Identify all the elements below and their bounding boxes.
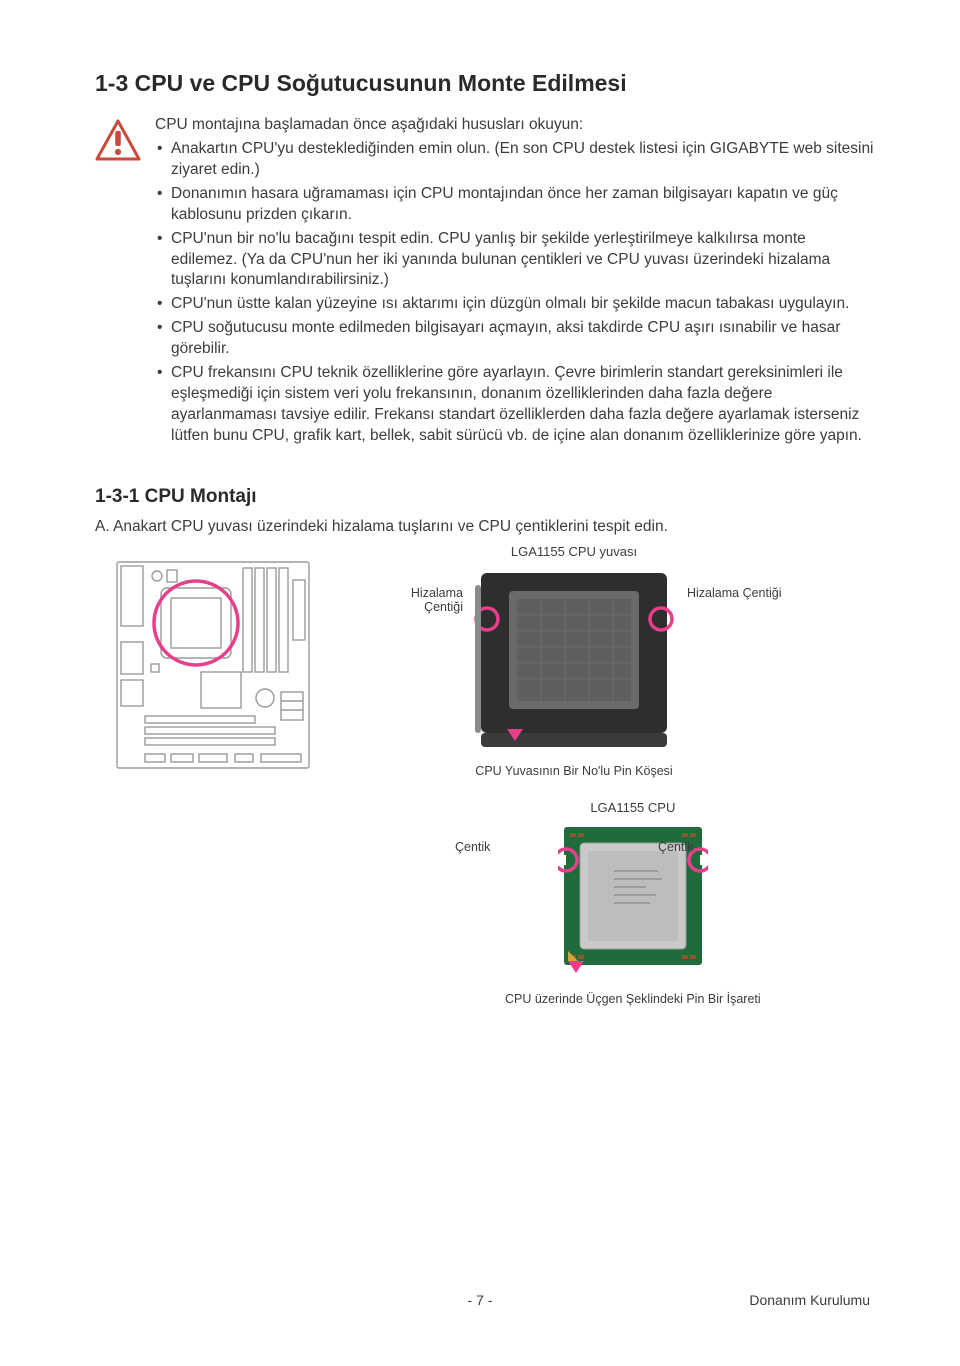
warning-item: CPU soğutucusu monte edilmeden bilgisaya… [171, 318, 875, 360]
socket-title: LGA1155 CPU yuvası [465, 544, 683, 559]
footer-section-name: Donanım Kurulumu [749, 1292, 870, 1308]
cpu-left-label: Çentik [455, 840, 490, 854]
cpu-caption: CPU üzerinde Üçgen Şeklindeki Pin Bir İş… [505, 992, 761, 1006]
step-a-text: A. Anakart CPU yuvası üzerindeki hizalam… [95, 518, 875, 536]
warning-item: CPU frekansını CPU teknik özelliklerine … [171, 363, 875, 447]
warning-item: CPU'nun bir no'lu bacağını tespit edin. … [171, 229, 875, 292]
motherboard-diagram [115, 560, 311, 775]
socket-caption: CPU Yuvasının Bir No'lu Pin Köşesi [465, 764, 683, 778]
cpu-chip-diagram: LGA1155 CPU [505, 800, 761, 1006]
warning-item: Donanımın hasara uğramaması için CPU mon… [171, 184, 875, 226]
socket-right-label: Hizalama Çentiği [687, 586, 807, 600]
warning-list: Anakartın CPU'yu desteklediğinden emin o… [155, 139, 875, 447]
cpu-title: LGA1155 CPU [505, 800, 761, 815]
page-number: - 7 - [468, 1292, 493, 1308]
cpu-right-label: Çentik [658, 840, 693, 854]
socket-left-label: Hizalama Çentiği [371, 586, 463, 614]
warning-intro: CPU montajına başlamadan önce aşağıdaki … [155, 115, 875, 136]
warning-icon [95, 119, 141, 166]
warning-text: CPU montajına başlamadan önce aşağıdaki … [155, 115, 875, 450]
diagram-area: LGA1155 CPU yuvası [95, 550, 875, 1060]
warning-block: CPU montajına başlamadan önce aşağıdaki … [95, 115, 875, 450]
page-footer: - 7 - Donanım Kurulumu [0, 1292, 960, 1308]
cpu-socket-diagram: LGA1155 CPU yuvası [465, 544, 683, 778]
warning-item: CPU'nun üstte kalan yüzeyine ısı aktarım… [171, 294, 875, 315]
section-heading: 1-3 CPU ve CPU Soğutucusunun Monte Edilm… [95, 70, 875, 97]
warning-item: Anakartın CPU'yu desteklediğinden emin o… [171, 139, 875, 181]
subsection-heading: 1-3-1 CPU Montajı [95, 486, 875, 508]
